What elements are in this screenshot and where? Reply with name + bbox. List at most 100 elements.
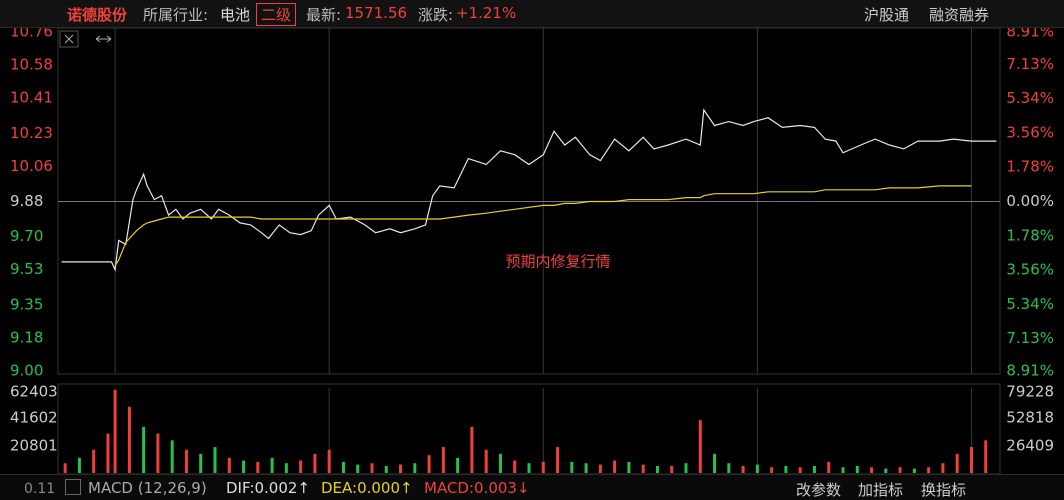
close-icon (64, 34, 74, 44)
y2-tick-label: 5.34% (1006, 295, 1054, 313)
volume-bar (327, 449, 331, 473)
volume-bar (884, 468, 888, 473)
volume-bar (213, 447, 217, 473)
y2-tick-label: 79228 (1006, 383, 1054, 401)
y-tick-label: 10.41 (10, 89, 53, 107)
volume-bar (106, 433, 110, 473)
price-line (61, 108, 997, 272)
dea: DEA:0.000↑ (321, 479, 413, 497)
volume-bar (556, 447, 560, 473)
footer: 0.11 MACD (12,26,9) DIF:0.002↑ DEA:0.000… (0, 474, 1064, 500)
volume-bar (270, 457, 274, 473)
y-tick-label: 9.35 (10, 295, 43, 313)
volume-bar (399, 464, 403, 473)
y2-tick-label: 5.34% (1006, 89, 1054, 107)
y-tick-label: 9.18 (10, 328, 43, 346)
volume-bar (142, 426, 146, 473)
latest-price: 1571.56 (345, 4, 408, 22)
volume-bar (456, 457, 460, 473)
volume-bar (413, 463, 417, 473)
volume-bar (741, 465, 745, 473)
y2-tick-label: 3.56% (1006, 261, 1054, 279)
volume-bar (256, 461, 260, 473)
volume-bar (427, 455, 431, 473)
y-tick-label: 10.58 (10, 56, 53, 74)
volume-bar (755, 464, 759, 473)
button[interactable]: 沪股通 (864, 6, 910, 24)
volume-bar (684, 463, 688, 473)
volume-bar (898, 467, 902, 473)
button[interactable]: 改参数 (796, 481, 842, 499)
y2-tick-label: 3.56% (1006, 123, 1054, 141)
y-tick-label: 62403 (10, 383, 58, 401)
volume-bar (870, 467, 874, 473)
volume-bar (63, 463, 67, 473)
volume-bar (784, 465, 788, 473)
button[interactable]: 融资融券 (929, 6, 990, 24)
industry-label: 所属行业: (143, 6, 209, 24)
level[interactable]: 二级 (256, 3, 297, 26)
close-button[interactable] (59, 30, 79, 48)
y-tick-label: 9.53 (10, 260, 43, 278)
y-tick-label: 9.88 (10, 192, 43, 210)
volume-bar (627, 461, 631, 473)
volume-bar (641, 464, 645, 473)
button[interactable]: 换指标 (921, 481, 967, 499)
expand-icon[interactable] (95, 35, 112, 43)
y2-tick-label: 52818 (1006, 409, 1054, 427)
dif: DIF:0.002↑ (226, 479, 311, 497)
volume-bar (955, 453, 959, 473)
indicator-toggle[interactable] (65, 479, 81, 495)
y2-tick-label: 0.00% (1006, 192, 1054, 210)
volume-bar (498, 453, 502, 473)
volume-bar (770, 467, 774, 473)
volume-bar (541, 461, 545, 473)
volume-bar (598, 464, 602, 473)
volume-bar (170, 440, 174, 473)
volume-bar (77, 457, 81, 473)
y2-tick-label: 1.78% (1006, 226, 1054, 244)
volume-bar (370, 463, 374, 473)
macd-axis-label: 0.11 (24, 481, 56, 497)
industry[interactable]: 电池 (220, 6, 251, 24)
volume-bar (356, 464, 360, 473)
volume-bar (441, 447, 445, 473)
volume-bar (841, 467, 845, 473)
volume-bar (113, 390, 117, 473)
volume-bar (912, 468, 916, 473)
change: +1.21% (456, 4, 517, 22)
volume-bar (227, 457, 231, 473)
volume-bar (927, 467, 931, 473)
volume-bar (941, 463, 945, 473)
y2-tick-label: 8.91% (1006, 362, 1054, 380)
y2-tick-label: 1.78% (1006, 158, 1054, 176)
y2-tick-label: 7.13% (1006, 55, 1054, 73)
button[interactable]: 加指标 (858, 481, 904, 499)
volume-bar (670, 465, 674, 473)
volume-bar (484, 449, 488, 473)
volume-bar (92, 449, 96, 473)
volume-bar (713, 453, 717, 473)
volume-bar (284, 463, 288, 473)
volume-bar (156, 433, 160, 473)
volume-bar (384, 465, 388, 473)
volume-bar (812, 465, 816, 473)
latest-label: 最新: (306, 6, 342, 24)
volume-bar (855, 465, 859, 473)
stock-name[interactable]: 诺德股份 (67, 6, 128, 24)
y-tick-label: 10.06 (10, 157, 53, 175)
volume-bar (613, 460, 617, 473)
indicator-name[interactable]: MACD (12,26,9) (88, 479, 207, 497)
volume-bar (984, 440, 988, 473)
y2-tick-label: 7.13% (1006, 329, 1054, 347)
volume-bar (242, 460, 246, 473)
macd: MACD:0.003↓ (424, 479, 530, 497)
volume-bar (655, 465, 659, 473)
volume-bar (969, 447, 973, 473)
y-tick-label: 41602 (10, 409, 58, 427)
volume-bar (199, 453, 203, 473)
volume-bar (184, 449, 188, 473)
